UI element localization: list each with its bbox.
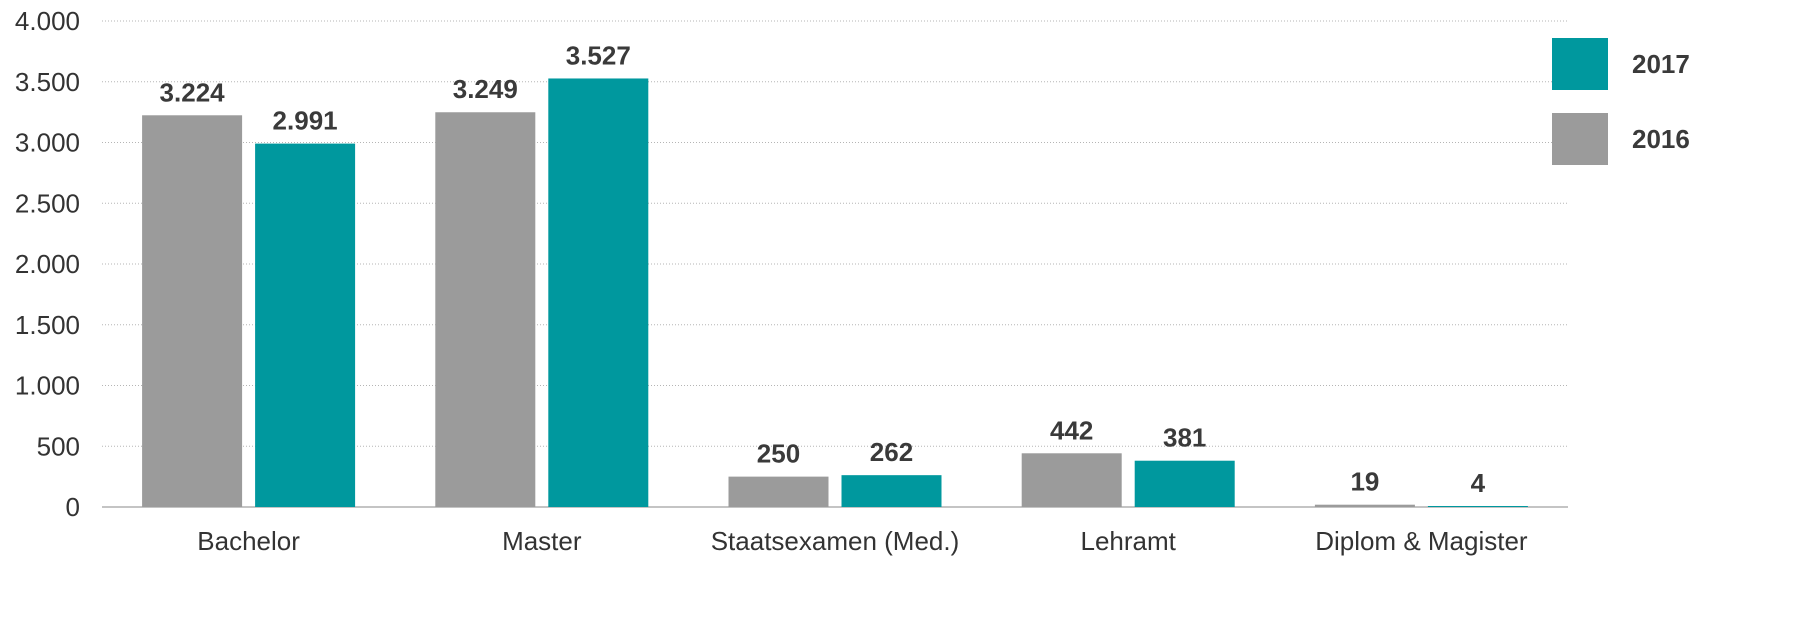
data-label: 3.249	[453, 74, 518, 104]
category-label: Staatsexamen (Med.)	[711, 526, 960, 556]
legend: 2017 2016	[1552, 38, 1690, 165]
y-tick-label: 4.000	[15, 6, 80, 36]
bar-2017-4	[1134, 460, 1235, 507]
x-axis: Bachelor Master Staatsexamen (Med.) Lehramt…	[197, 526, 1528, 556]
bar-2016-4	[1021, 453, 1122, 507]
data-label: 4	[1471, 468, 1486, 498]
grid-lines	[102, 20, 1568, 508]
y-tick-label: 1.000	[15, 371, 80, 401]
legend-swatch	[1552, 38, 1608, 90]
data-label: 19	[1350, 467, 1379, 497]
y-tick-label: 1.500	[15, 310, 80, 340]
data-label: 381	[1163, 423, 1206, 453]
bar-2016-3	[728, 476, 829, 507]
category-label: Bachelor	[197, 526, 300, 556]
legend-label: 2017	[1632, 49, 1690, 79]
data-label: 3.527	[566, 40, 631, 70]
y-tick-label: 500	[37, 431, 80, 461]
data-label: 3.224	[160, 77, 226, 107]
category-label: Master	[502, 526, 582, 556]
bar-2016-1	[142, 115, 243, 507]
data-labels: 3.224 2.991 3.249 3.527 250 262 442 381 19 4	[160, 40, 1486, 498]
bar-2017-3	[841, 475, 942, 507]
data-label: 2.991	[273, 106, 338, 136]
bar-2017-5	[1427, 506, 1528, 507]
legend-label: 2016	[1632, 124, 1690, 154]
y-tick-label: 3.000	[15, 128, 80, 158]
legend-swatch	[1552, 113, 1608, 165]
category-label: Lehramt	[1081, 526, 1177, 556]
y-tick-label: 0	[66, 492, 80, 522]
y-tick-label: 2.000	[15, 249, 80, 279]
bars	[142, 78, 1528, 508]
y-tick-label: 2.500	[15, 188, 80, 218]
bar-2017-2	[548, 78, 649, 508]
data-label: 442	[1050, 415, 1093, 445]
bar-2016-2	[435, 112, 536, 508]
data-label: 250	[757, 439, 800, 469]
data-label: 262	[870, 437, 913, 467]
bar-2016-5	[1314, 504, 1415, 507]
y-tick-label: 3.500	[15, 67, 80, 97]
bar-2017-1	[255, 143, 356, 507]
y-axis: 0 500 1.000 1.500 2.000 2.500 3.000 3.500 4.000	[15, 6, 80, 522]
category-label: Diplom & Magister	[1315, 526, 1528, 556]
